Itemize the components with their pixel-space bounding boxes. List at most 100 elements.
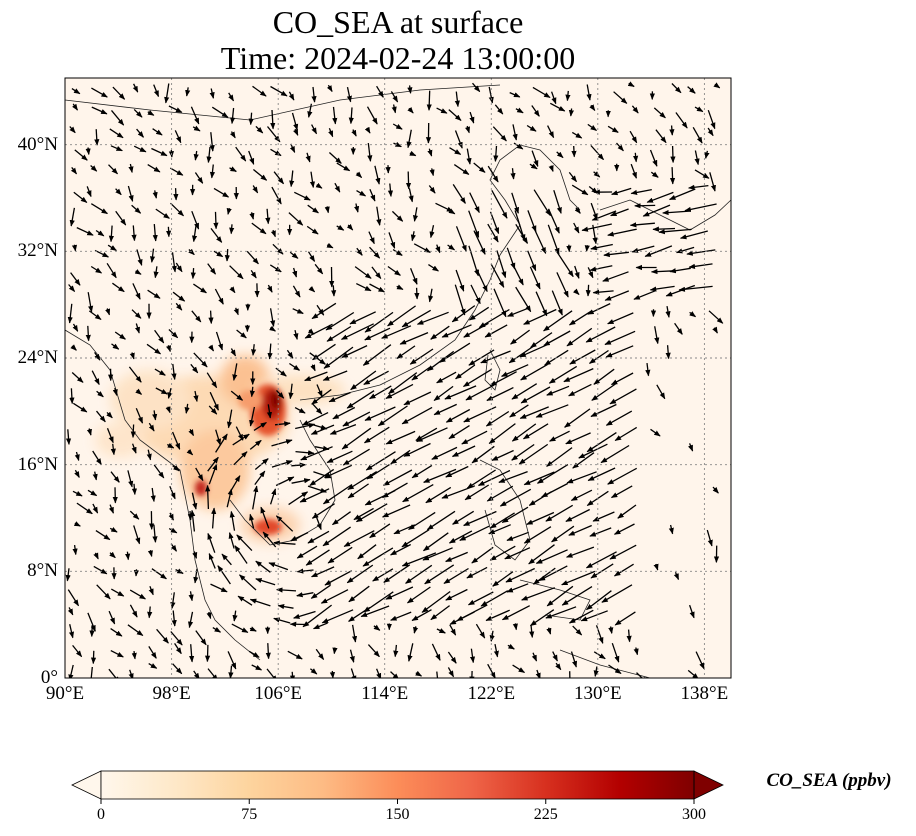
wind-arrow — [471, 445, 495, 464]
wind-arrow — [115, 188, 122, 196]
wind-arrow — [151, 568, 167, 580]
wind-arrow — [614, 611, 636, 626]
wind-arrow — [147, 164, 161, 173]
wind-arrow — [650, 428, 661, 437]
wind-arrow — [295, 450, 315, 456]
wind-arrow — [605, 345, 634, 358]
wind-arrow — [473, 162, 486, 173]
wind-arrow — [653, 563, 659, 571]
wind-arrow — [587, 467, 616, 482]
wind-arrow — [392, 249, 403, 256]
wind-arrow — [170, 631, 183, 646]
wind-arrow — [174, 643, 182, 655]
wind-arrow — [555, 662, 562, 671]
wind-arrow — [131, 309, 142, 319]
wind-arrow — [364, 126, 371, 134]
wind-arrow — [509, 404, 529, 418]
wind-arrow — [211, 106, 229, 118]
wind-arrow — [429, 225, 435, 239]
wind-arrow — [342, 448, 370, 466]
wind-arrow — [132, 283, 141, 300]
wind-arrow — [369, 523, 391, 539]
wind-arrow — [427, 148, 433, 157]
wind-arrow — [110, 628, 123, 637]
wind-arrow — [426, 510, 456, 531]
wind-arrow — [407, 106, 414, 114]
wind-arrow — [547, 224, 560, 255]
wind-arrow — [490, 263, 505, 288]
wind-arrow — [235, 146, 247, 162]
wind-arrow — [273, 171, 285, 185]
wind-arrow — [658, 228, 692, 235]
wind-arrow — [265, 643, 271, 660]
wind-arrow — [311, 503, 335, 519]
wind-arrow — [287, 650, 303, 660]
x-tick-label: 114°E — [361, 683, 409, 704]
x-tick-label: 122°E — [467, 683, 516, 704]
wind-arrow — [585, 284, 591, 297]
wind-arrow — [478, 308, 510, 329]
wind-arrow — [227, 651, 237, 670]
wind-arrow — [551, 525, 575, 543]
wind-arrow — [226, 409, 233, 429]
wind-arrow — [311, 423, 328, 430]
wind-arrow — [213, 250, 224, 258]
wind-arrow — [586, 432, 617, 453]
wind-arrow — [96, 584, 111, 600]
wind-arrow — [110, 145, 123, 152]
wind-arrow — [399, 331, 429, 345]
wind-arrow — [512, 264, 524, 286]
wind-arrow — [108, 668, 120, 678]
wind-arrow — [356, 190, 367, 197]
colorbar-tick-label: 0 — [97, 806, 105, 823]
wind-arrow — [334, 182, 341, 193]
wind-arrow — [260, 506, 270, 529]
wind-arrow — [147, 289, 161, 299]
wind-arrow — [687, 669, 699, 678]
wind-arrow — [269, 264, 282, 273]
wind-arrow — [208, 310, 214, 325]
wind-arrow — [448, 208, 456, 215]
wind-arrow — [409, 150, 417, 157]
wind-arrow — [572, 288, 580, 295]
wind-arrow — [529, 609, 555, 627]
wind-arrow — [193, 390, 199, 403]
wind-arrow — [488, 86, 494, 104]
wind-arrow — [364, 327, 391, 341]
wind-arrow — [323, 346, 354, 369]
wind-arrow — [441, 485, 476, 499]
wind-arrow — [207, 263, 217, 275]
wind-arrow — [129, 510, 140, 520]
wind-arrow — [147, 550, 153, 558]
y-tick-label: 24°N — [17, 347, 58, 368]
wind-arrow — [356, 283, 372, 292]
wind-arrow — [156, 628, 169, 644]
wind-arrow — [112, 387, 118, 396]
wind-arrow — [70, 272, 81, 286]
wind-arrow — [229, 131, 236, 139]
wind-arrow — [712, 486, 719, 494]
wind-arrow — [249, 513, 255, 529]
wind-arrow — [307, 204, 319, 214]
wind-arrow — [484, 324, 508, 338]
wind-arrow — [255, 125, 264, 134]
y-tick-label: 40°N — [17, 134, 58, 155]
wind-arrow — [307, 251, 316, 262]
wind-arrow — [215, 331, 223, 351]
wind-arrow — [85, 147, 91, 156]
wind-arrow — [248, 650, 260, 658]
wind-arrow — [271, 439, 293, 447]
wind-arrow — [407, 85, 413, 94]
wind-arrow — [236, 534, 253, 552]
wind-arrow — [431, 446, 458, 460]
wind-arrow — [409, 267, 418, 285]
wind-arrow — [326, 325, 352, 342]
wind-arrow — [237, 595, 253, 606]
wind-arrow — [707, 127, 714, 137]
wind-arrow — [328, 127, 334, 138]
wind-arrow — [382, 504, 411, 518]
wind-arrow — [393, 524, 416, 535]
wind-arrow — [229, 510, 236, 531]
wind-arrow — [131, 204, 142, 214]
